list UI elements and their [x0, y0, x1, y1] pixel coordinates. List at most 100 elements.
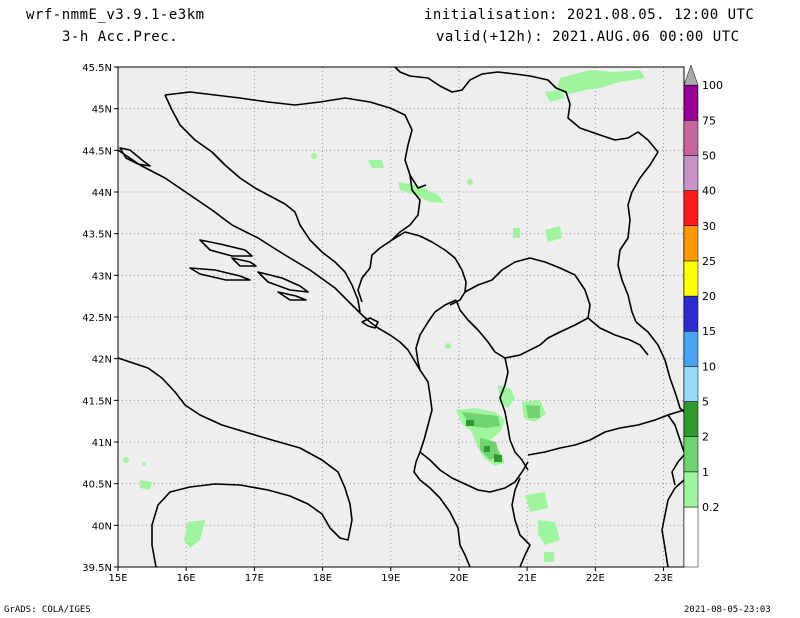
colorbar-label: 1 [702, 466, 709, 479]
lon-tick-label: 15E [108, 573, 127, 584]
colorbar-segment [683, 330, 699, 367]
italy-coast [117, 357, 353, 568]
colorbar-segment [683, 436, 699, 473]
colorbar-segment [683, 225, 699, 262]
romania-serbia-border [617, 151, 659, 323]
colorbar-cap [683, 64, 699, 86]
albania-greece-border [419, 451, 529, 493]
country-borders [164, 66, 685, 493]
precip-area-serbia-east [545, 226, 562, 242]
croatia-island-3 [257, 271, 309, 293]
precip-area-italy-south [184, 520, 205, 548]
colorbar-segment [683, 366, 699, 402]
lon-tick-label: 16E [177, 573, 196, 584]
serbia-montenegro-border [391, 231, 467, 306]
precip-area-north-small [545, 90, 565, 102]
colorbar-label: 10 [702, 360, 716, 373]
precip-dot [467, 179, 473, 185]
precip-core [526, 405, 540, 418]
lat-tick-label: 40N [92, 521, 112, 532]
bulgaria-border [635, 321, 685, 413]
croatia-island-1 [199, 239, 253, 257]
init-time-label: initialisation: 2021.08.05. 12:00 UTC [424, 7, 755, 23]
precip-core [484, 446, 490, 452]
lat-tick-label: 43.5N [82, 230, 112, 241]
lat-tick-label: 44N [92, 188, 112, 199]
greece-west-coast [511, 477, 531, 568]
adriatic-coast-east [117, 149, 471, 568]
colorbar-segment [683, 471, 699, 508]
lat-tick-label: 40.5N [82, 480, 112, 491]
lon-tick-label: 18E [313, 573, 332, 584]
colorbar-segment [683, 401, 699, 437]
macedonia-east-border [587, 317, 649, 356]
colorbar-label: 2 [702, 431, 709, 444]
valid-time-label: valid(+12h): 2021.AUG.06 00:00 UTC [436, 29, 740, 45]
precip-area-north-hungary [556, 70, 645, 94]
kosovo-border [455, 257, 591, 359]
lon-tick-label: 17E [245, 573, 264, 584]
colorbar-label: 15 [702, 325, 716, 338]
lat-tick-label: 42N [92, 355, 112, 366]
lat-tick-label: 39.5N [82, 563, 112, 574]
hungary-serbia-border [394, 66, 659, 153]
precip-core [466, 420, 474, 426]
colorbar-label: 5 [702, 396, 709, 409]
bulgaria-greece-border [667, 414, 685, 453]
lon-tick-label: 21E [518, 573, 537, 584]
lon-tick-label: 20E [449, 573, 468, 584]
macedonia-greece-border [527, 409, 685, 456]
colorbar-label: 20 [702, 290, 716, 303]
lon-tick-label: 22E [586, 573, 605, 584]
colorbar-label: 50 [702, 149, 716, 162]
precip-area-serbia-center [513, 228, 520, 238]
lat-tick-label: 45N [92, 105, 112, 116]
croatia-island-4 [277, 291, 307, 301]
croatia-island-2 [189, 267, 251, 281]
precip-area-bosnia-dots [368, 160, 384, 168]
bosnia-north-border [164, 91, 427, 189]
precip-area-serbia-north [398, 182, 444, 203]
lon-tick-label: 23E [654, 573, 673, 584]
precip-dot [123, 457, 129, 463]
colorbar-segment [683, 506, 699, 568]
lat-tick-label: 42.5N [82, 313, 112, 324]
precip-dot [445, 343, 451, 349]
grid-lines [118, 67, 684, 567]
albania-macedonia-border [499, 357, 529, 471]
croatia-bosnia-border [164, 94, 361, 313]
latitude-labels: 45.5N 45N 44.5N 44N 43.5N 43N 42.5N 42N 41.5N 41N… [82, 63, 118, 574]
lat-tick-label: 41.5N [82, 396, 112, 407]
precip-core [494, 454, 502, 462]
colorbar-label: 75 [702, 114, 716, 127]
colorbar-segment [683, 260, 699, 297]
lat-tick-label: 41N [92, 438, 112, 449]
montenegro-albania-border [415, 299, 457, 371]
grads-credit: GrADS: COLA/IGES [4, 605, 91, 615]
kvarner-islands [119, 147, 151, 167]
precip-area-greece-north [525, 492, 548, 512]
lat-tick-label: 43N [92, 271, 112, 282]
lat-tick-label: 45.5N [82, 63, 112, 74]
precip-dot [311, 153, 317, 159]
model-label: wrf-nmmE_v3.9.1-e3km [26, 7, 205, 23]
longitude-labels: 15E 16E 17E 18E 19E 20E 21E 22E 23E [108, 567, 673, 584]
colorbar-segment [683, 155, 699, 191]
colorbar-label: 100 [702, 79, 723, 92]
lon-tick-label: 19E [381, 573, 400, 584]
croatia-island-5 [231, 257, 257, 267]
colorbar-label: 25 [702, 255, 716, 268]
turkey-coast [671, 454, 685, 486]
precipitation-areas [123, 70, 645, 562]
colorbar-label: 0.2 [702, 501, 720, 514]
field-label: 3-h Acc.Prec. [62, 29, 179, 45]
colorbar-label: 40 [702, 185, 716, 198]
coastlines [117, 147, 685, 568]
colorbar-label: 30 [702, 220, 716, 233]
colorbar-segment [683, 190, 699, 227]
precip-area-greece-west [538, 520, 560, 545]
precip-area-greece-south [544, 552, 554, 562]
aegean-coast [661, 479, 685, 568]
